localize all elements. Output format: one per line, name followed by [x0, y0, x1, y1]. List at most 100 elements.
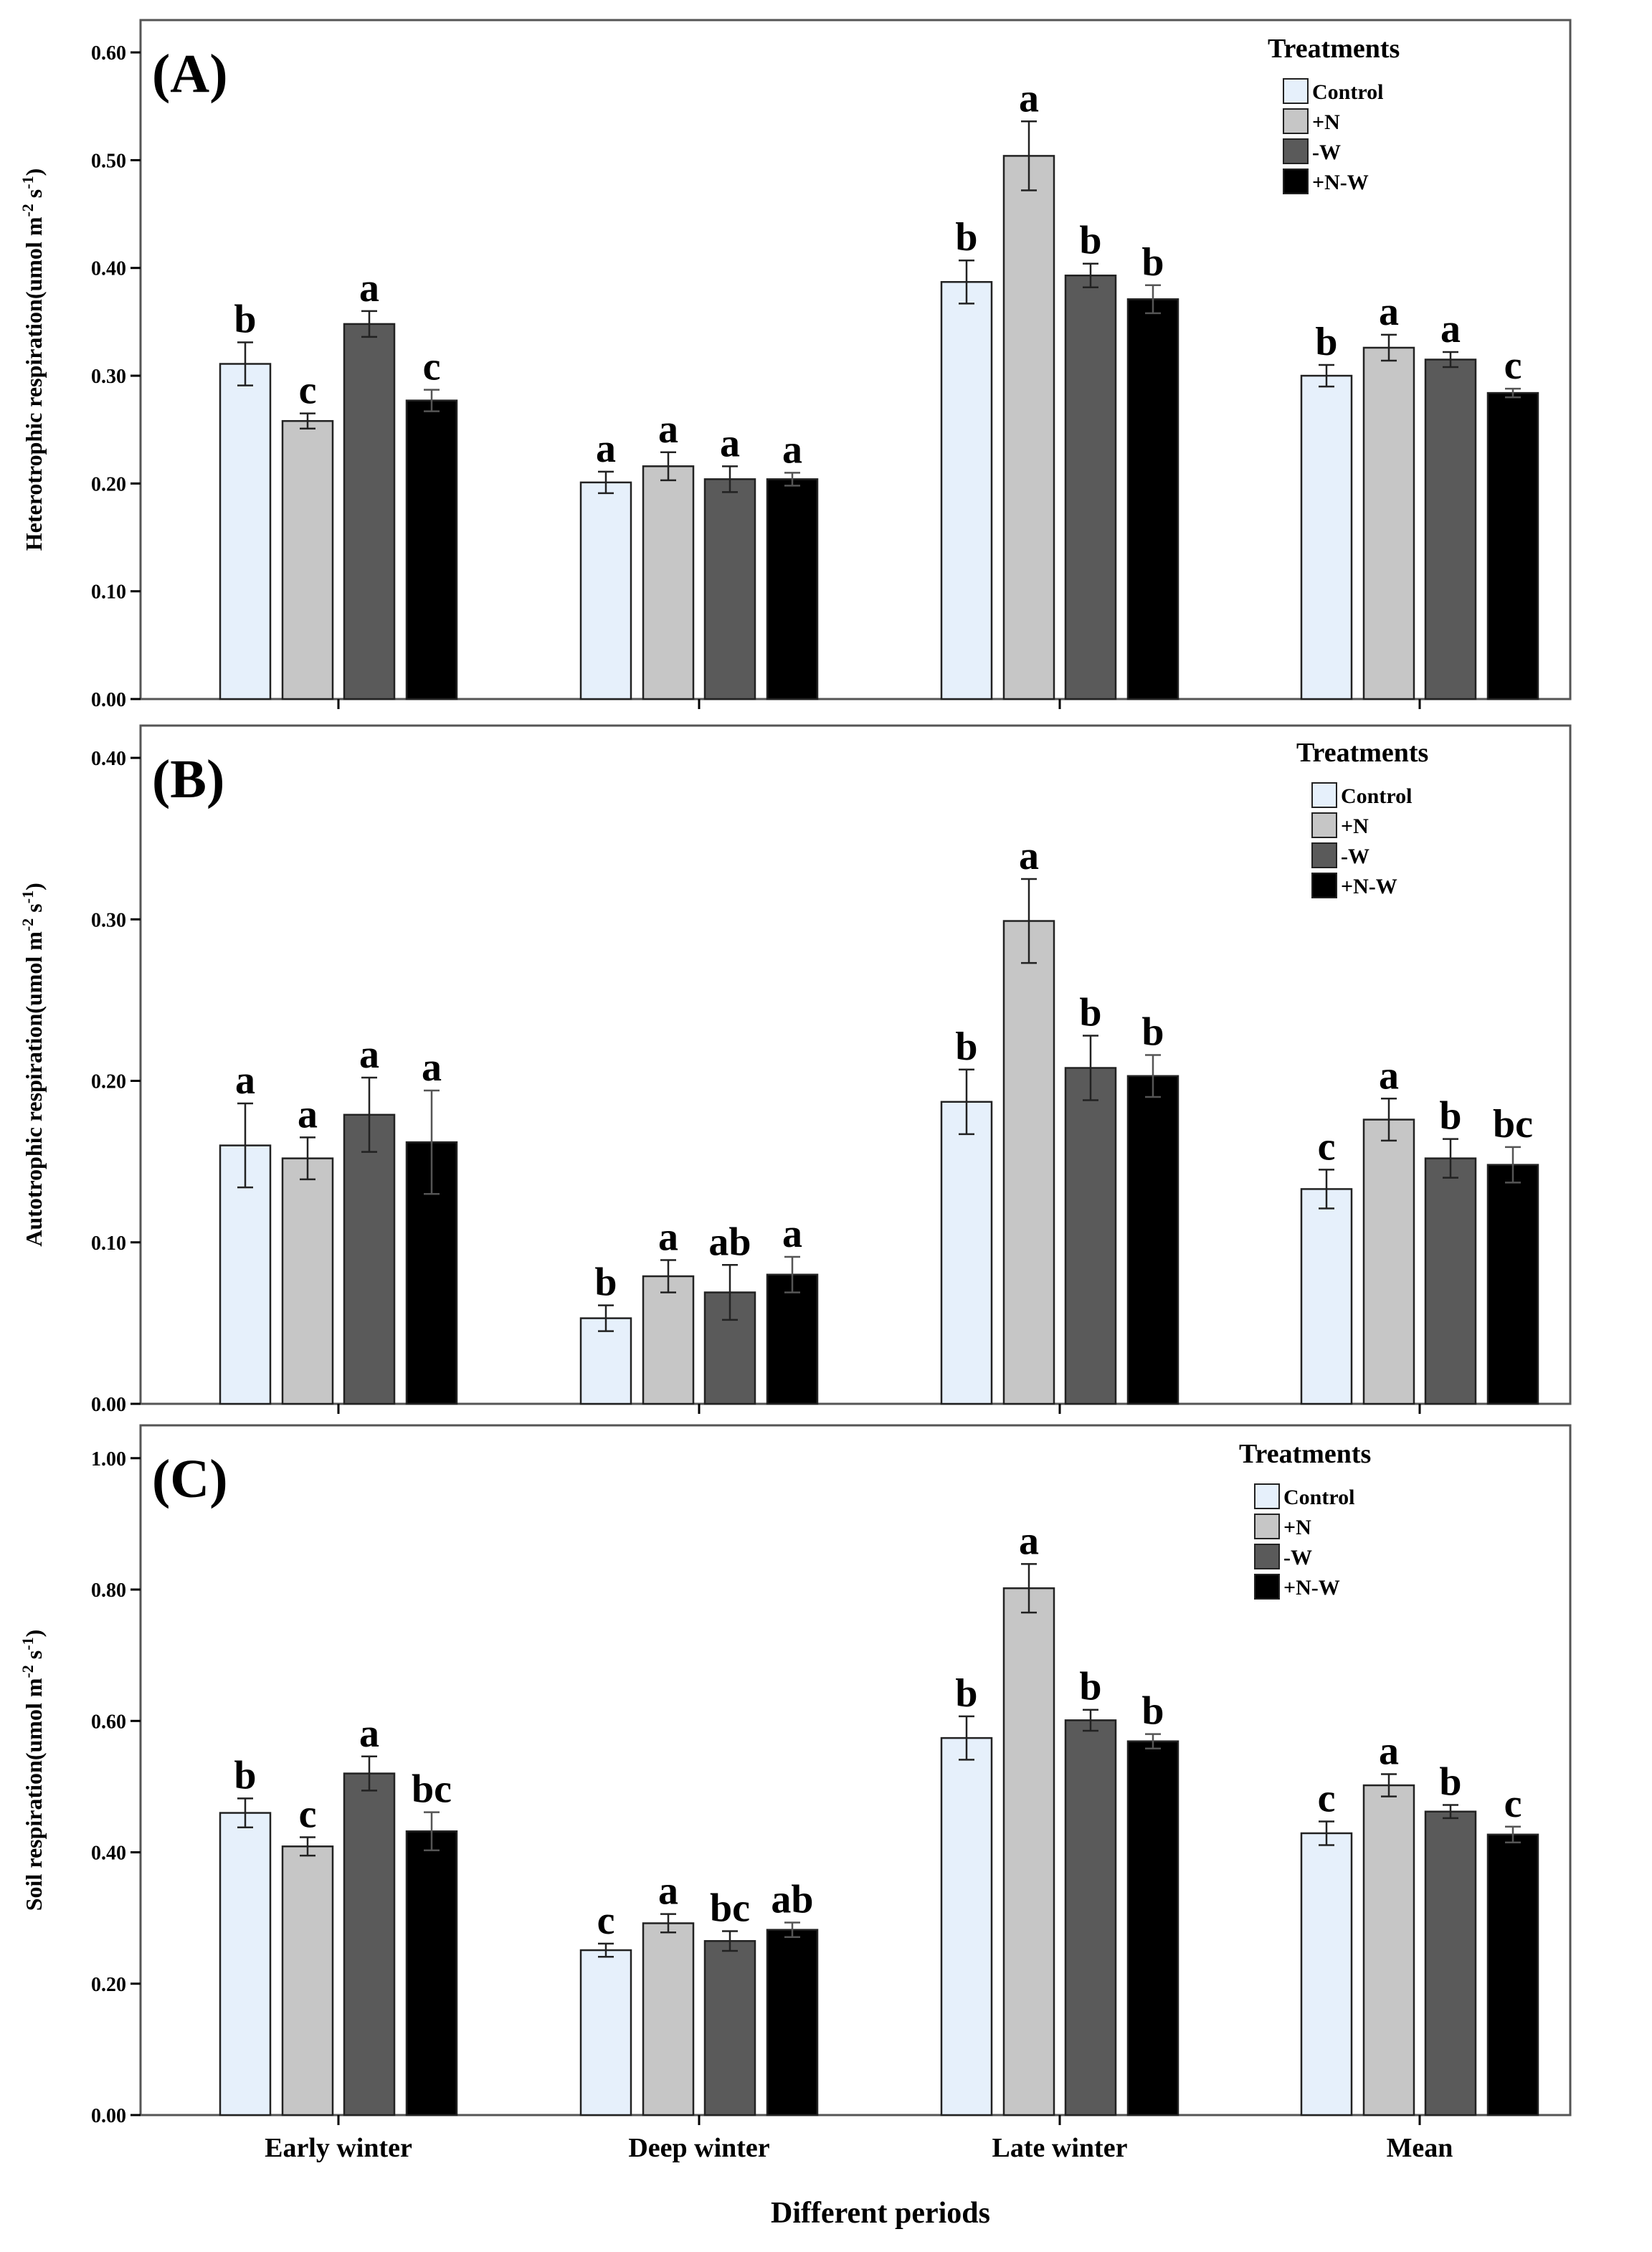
significance-letter: b — [1079, 990, 1101, 1035]
legend-title: Treatments — [1296, 738, 1428, 768]
bar — [281, 1157, 334, 1405]
y-axis-label-part: s — [21, 1650, 47, 1665]
significance-letter: b — [1141, 240, 1164, 285]
significance-letter: b — [234, 1753, 256, 1797]
panel-label: (A) — [152, 44, 228, 104]
bar — [405, 1830, 458, 2116]
significance-letter: ab — [708, 1220, 751, 1264]
bar — [1002, 920, 1055, 1405]
bar — [405, 399, 458, 700]
bar — [1486, 1164, 1539, 1405]
bar — [940, 1101, 993, 1405]
y-axis-label-superscript: -2 — [19, 204, 37, 217]
bar — [1362, 346, 1415, 700]
legend-item-label: +N — [1312, 110, 1340, 134]
significance-letter: c — [423, 345, 441, 389]
y-axis-label-superscript: -1 — [19, 176, 37, 189]
bar — [1300, 374, 1353, 700]
significance-letter: c — [1318, 1124, 1336, 1169]
significance-letter: c — [1504, 1782, 1522, 1826]
y-axis-label-part: s — [21, 189, 47, 204]
y-tick-label: 0.00 — [91, 2105, 126, 2127]
legend-swatch — [1254, 1483, 1280, 1509]
significance-letter: ab — [771, 1878, 813, 1922]
bar — [1064, 1067, 1117, 1405]
bar — [1362, 1118, 1415, 1405]
bar — [1064, 275, 1117, 700]
legend-title: Treatments — [1239, 1439, 1371, 1469]
significance-letter: b — [1141, 1009, 1164, 1054]
y-tick-label: 0.20 — [91, 1071, 126, 1093]
bar — [1486, 391, 1539, 700]
legend-swatch — [1311, 842, 1337, 868]
bar — [1300, 1832, 1353, 2116]
panel-label: (B) — [152, 749, 224, 809]
significance-letter: a — [658, 1215, 678, 1260]
x-axis-label: Different periods — [771, 2197, 990, 2230]
bar — [940, 1736, 993, 2116]
panel-label: (C) — [152, 1449, 228, 1509]
significance-letter: a — [1379, 1053, 1399, 1098]
bar — [1424, 1810, 1477, 2116]
y-axis-label: Autotrophic respiration(umol m-2 s-1) — [19, 883, 47, 1246]
y-axis-label-part: ) — [21, 168, 47, 176]
significance-letter: b — [1141, 1689, 1164, 1734]
significance-letter: b — [1315, 320, 1337, 364]
legend-item-label: Control — [1283, 1486, 1354, 1509]
legend-swatch — [1311, 812, 1337, 838]
significance-letter: a — [1019, 76, 1039, 120]
legend-item-label: Control — [1312, 80, 1383, 104]
significance-letter: a — [1440, 307, 1461, 351]
y-tick-label: 0.30 — [91, 366, 126, 388]
significance-letter: a — [1379, 1729, 1399, 1773]
significance-letter: b — [1079, 1665, 1101, 1709]
legend-swatch — [1283, 108, 1309, 134]
y-axis-label-part: Heterotrophic respiration(umol m — [21, 217, 47, 551]
bar — [1424, 1157, 1477, 1405]
bar — [1424, 358, 1477, 700]
significance-letter: b — [1439, 1760, 1461, 1805]
significance-letter: c — [1318, 1776, 1336, 1820]
significance-letter: a — [359, 266, 379, 310]
bar — [703, 1939, 756, 2116]
bar — [579, 1949, 632, 2116]
y-axis-label-part: ) — [21, 883, 47, 890]
y-axis-label-part: ) — [21, 1630, 47, 1638]
bar — [642, 1922, 695, 2116]
significance-letter: c — [299, 1792, 317, 1836]
bar — [1002, 1587, 1055, 2116]
y-axis-label: Soil respiration(umol m-2 s-1) — [19, 1630, 47, 1911]
bar — [1002, 155, 1055, 700]
significance-letter: a — [359, 1032, 379, 1077]
significance-letter: a — [782, 1212, 802, 1256]
significance-letter: a — [235, 1058, 255, 1103]
legend-swatch — [1254, 1514, 1280, 1539]
y-tick-label: 0.10 — [91, 581, 126, 604]
legend-item-label: -W — [1341, 845, 1369, 868]
y-axis-label-superscript: -1 — [19, 1637, 37, 1650]
bar — [579, 1317, 632, 1405]
x-category-label: Early winter — [265, 2133, 412, 2163]
bar — [281, 419, 334, 700]
legend-swatch — [1254, 1574, 1280, 1600]
bar — [1126, 1075, 1179, 1405]
y-tick-label: 1.00 — [91, 1448, 126, 1471]
y-axis-label-superscript: -1 — [19, 890, 37, 903]
legend-item-label: +N-W — [1312, 171, 1369, 194]
legend-item-label: +N — [1341, 814, 1369, 838]
significance-letter: b — [234, 297, 256, 341]
bar — [1126, 1740, 1179, 2116]
significance-letter: b — [1439, 1094, 1461, 1139]
significance-letter: a — [658, 407, 678, 452]
legend-item-label: -W — [1312, 141, 1341, 164]
bar — [343, 1772, 396, 2116]
bar — [1486, 1833, 1539, 2116]
panel-b: 0.00 0.10 0.20 0.30 0.40 Autotrophic respirat… — [19, 724, 1572, 1416]
panel-c: 0.00 0.20 0.40 0.60 0.80 1.00 Soil respiration… — [19, 1424, 1572, 2127]
bar — [766, 1929, 819, 2116]
significance-letter: a — [1019, 834, 1039, 878]
significance-letter: b — [955, 1671, 977, 1716]
